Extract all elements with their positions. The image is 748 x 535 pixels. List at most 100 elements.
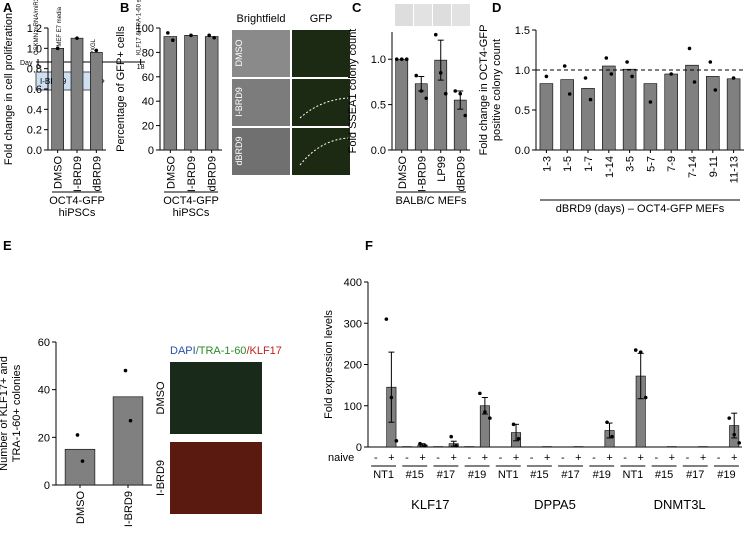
bar	[112, 396, 144, 486]
bar	[581, 88, 595, 151]
bar	[204, 36, 219, 151]
clone-label: #19	[717, 469, 735, 481]
x-axis-label: OCT4-GFP	[163, 195, 219, 207]
data-point	[588, 97, 593, 102]
y-tick-label: 0.4	[27, 104, 42, 116]
naive-state: +	[575, 452, 581, 464]
naive-state: +	[731, 452, 737, 464]
image-tile	[232, 79, 290, 126]
x-axis-label: hiPSCs	[173, 207, 210, 219]
timeline-day-label: Day	[20, 60, 33, 67]
y-tick-label: 20	[38, 432, 50, 444]
y-tick-label: 200	[344, 360, 362, 372]
image-tile	[292, 128, 350, 175]
image-row-label: I-BRD9	[234, 87, 244, 117]
clone-label: #19	[593, 469, 611, 481]
naive-state: +	[482, 452, 488, 464]
data-point	[419, 89, 424, 93]
data-point	[394, 57, 399, 62]
bar	[643, 83, 658, 151]
naive-state: -	[717, 452, 721, 464]
timeline-step: KLF17 & TRA-1-60 staining	[137, 0, 143, 55]
y-tick-label: 0.2	[27, 125, 42, 137]
stain-part: /TRA-1-60	[196, 345, 247, 357]
data-point	[643, 395, 648, 400]
data-point	[414, 73, 419, 78]
image-column-label: GFP	[310, 13, 333, 25]
image-column-label: Brightfield	[237, 13, 286, 25]
data-point	[443, 91, 448, 96]
y-tick-label: 1.0	[27, 43, 42, 55]
x-tick-label: dBRD9	[91, 156, 103, 191]
clone-label: NT1	[498, 469, 519, 481]
x-tick-label: LP99	[436, 156, 448, 182]
y-tick-label: 0	[148, 145, 154, 157]
image-tile	[170, 362, 262, 434]
image-tile	[395, 4, 413, 26]
data-point	[166, 31, 170, 35]
outline	[299, 137, 349, 166]
data-point	[128, 418, 133, 423]
legend-group-label: KLF17	[411, 497, 449, 512]
y-tick-label: 0.6	[27, 84, 42, 96]
data-point	[625, 60, 629, 64]
bar	[560, 79, 574, 151]
stain-part: DAPI	[170, 345, 196, 357]
bar	[184, 35, 198, 151]
naive-state: -	[499, 452, 503, 464]
y-tick-label: 1.0	[371, 54, 386, 66]
y-tick-label: 100	[136, 23, 154, 35]
data-point	[207, 33, 211, 38]
x-tick-label: 9-11	[708, 156, 720, 177]
y-tick-label: 80	[142, 47, 154, 59]
y-tick-label: 20	[142, 121, 154, 133]
timeline-step: on MEF E7 media	[57, 6, 63, 55]
data-point	[423, 443, 427, 448]
bar	[163, 36, 178, 151]
clone-label: NT1	[373, 469, 394, 481]
data-point	[394, 439, 399, 443]
legend-group-label: DNMT3L	[654, 497, 706, 512]
naive-state: -	[561, 452, 565, 464]
bar	[622, 68, 637, 151]
bar	[51, 48, 64, 151]
naive-state: +	[419, 452, 425, 464]
data-point	[544, 74, 549, 79]
clone-label: #17	[437, 469, 455, 481]
data-point	[727, 416, 732, 420]
data-point	[648, 100, 653, 104]
clone-label: #17	[561, 469, 579, 481]
x-tick-label: 5-7	[645, 156, 657, 172]
naive-state: -	[530, 452, 534, 464]
panel-label: C	[352, 0, 362, 15]
x-tick-label: 3-5	[625, 156, 637, 172]
data-point	[732, 432, 737, 437]
data-point	[605, 420, 609, 425]
image-row-label: DMSO	[155, 381, 167, 414]
panel-label: E	[3, 238, 12, 253]
y-tick-label: 0	[44, 480, 50, 492]
clone-label: NT1	[623, 469, 644, 481]
x-tick-label: 1-5	[562, 156, 574, 172]
y-axis-label: Fold SSEA1 colony count	[347, 29, 359, 154]
naive-state: +	[637, 452, 643, 464]
y-axis-label: Fold change in OCT4-GFP	[478, 25, 490, 156]
data-point	[458, 91, 463, 96]
image-tile	[414, 4, 432, 26]
x-tick-label: I-BRD9	[123, 491, 135, 527]
image-tile	[292, 30, 350, 77]
x-axis-label: dBRD9 (days) – OCT4-GFP MEFs	[556, 203, 725, 215]
naive-state: -	[654, 452, 658, 464]
y-tick-label: 60	[38, 337, 50, 349]
data-point	[389, 395, 394, 400]
y-axis-label: positive colony count	[491, 39, 503, 141]
data-point	[424, 96, 429, 101]
data-point	[731, 76, 736, 80]
panel-label: A	[3, 0, 13, 15]
data-point	[713, 88, 718, 92]
data-point	[610, 434, 614, 439]
y-tick-label: 0	[356, 442, 362, 454]
bar	[64, 448, 96, 486]
clone-label: #15	[406, 469, 424, 481]
